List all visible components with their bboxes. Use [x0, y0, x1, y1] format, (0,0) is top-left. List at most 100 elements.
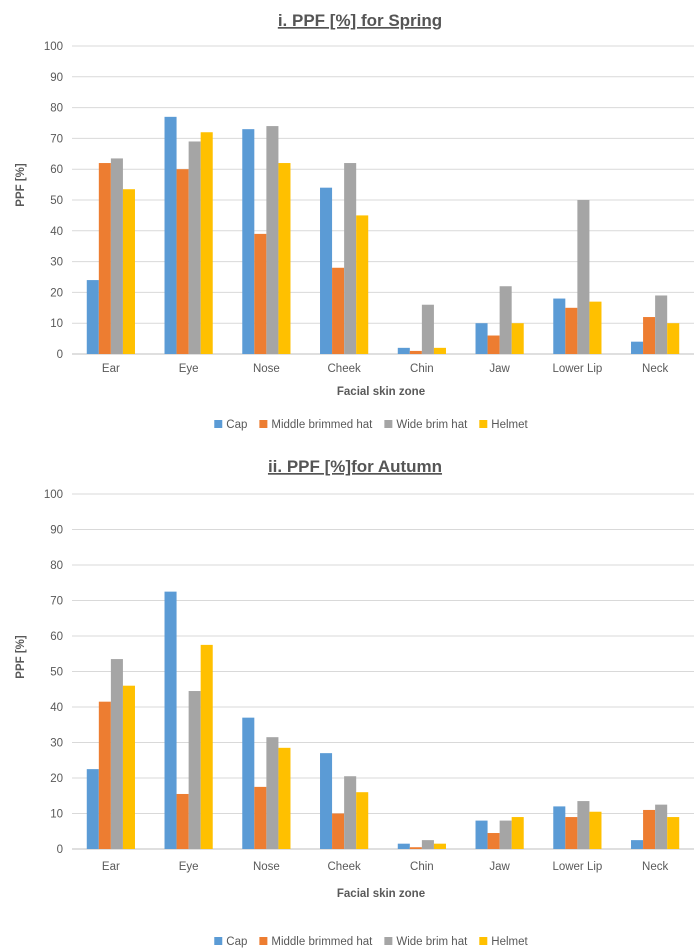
bar-wide-brim-hat-chin [421, 304, 434, 354]
x-tick-label: Neck [642, 363, 668, 375]
spring-chart: i. PPF [%] for Spring 0 10 20 30 40 50 60 70 80 90… [15, 11, 694, 431]
bar-middle-brimmed-hat-chin [409, 350, 422, 354]
x-tick-label: Lower Lip [552, 363, 602, 375]
bar-helmet-eye [200, 644, 213, 849]
legend-swatch [479, 937, 488, 945]
legend-swatch [214, 420, 223, 428]
y-tick-label: 80 [50, 560, 63, 572]
x-tick-label: Lower Lip [552, 861, 602, 873]
bar-cap-cheek [320, 753, 333, 849]
bar-wide-brim-hat-cheek [344, 776, 357, 849]
bar-helmet-chin [433, 843, 446, 849]
legend-label: Wide brim hat [396, 936, 468, 948]
bar-middle-brimmed-hat-nose [254, 786, 267, 850]
bar-helmet-cheek [356, 215, 369, 354]
y-tick-label: 90 [50, 72, 63, 84]
y-tick-label: 20 [50, 773, 63, 785]
bar-helmet-lower-lip [589, 811, 602, 849]
bar-cap-chin [397, 347, 410, 354]
bar-helmet-eye [200, 132, 213, 354]
legend-label: Cap [226, 936, 247, 948]
bar-helmet-ear [122, 189, 135, 354]
bar-helmet-lower-lip [589, 301, 602, 354]
bar-middle-brimmed-hat-chin [409, 847, 422, 849]
x-tick-label: Ear [102, 861, 120, 873]
bar-middle-brimmed-hat-nose [254, 233, 267, 354]
bar-cap-ear [86, 769, 99, 850]
chart-title: i. PPF [%] for Spring [278, 11, 442, 30]
y-tick-label: 40 [50, 702, 63, 714]
bar-wide-brim-hat-jaw [499, 286, 512, 354]
y-tick-label: 30 [50, 738, 63, 750]
y-tick-label: 10 [50, 318, 63, 330]
bar-middle-brimmed-hat-jaw [487, 833, 500, 849]
legend-swatch [384, 937, 393, 945]
bar-wide-brim-hat-nose [266, 737, 279, 849]
y-tick-label: 0 [57, 349, 63, 361]
legend-swatch [479, 420, 488, 428]
bar-helmet-neck [667, 323, 680, 354]
y-tick-label: 0 [57, 844, 63, 856]
bar-helmet-ear [122, 685, 135, 849]
legend-label: Middle brimmed hat [271, 419, 373, 431]
bar-wide-brim-hat-ear [110, 158, 123, 354]
bar-wide-brim-hat-nose [266, 126, 279, 354]
bar-middle-brimmed-hat-eye [176, 169, 189, 354]
legend-swatch [259, 937, 268, 945]
bar-cap-eye [164, 116, 177, 354]
bar-helmet-nose [278, 163, 291, 354]
y-tick-label: 70 [50, 133, 63, 145]
x-tick-label: Nose [253, 861, 280, 873]
bar-helmet-neck [667, 817, 680, 849]
x-tick-label: Eye [179, 363, 199, 375]
y-tick-label: 40 [50, 226, 63, 238]
y-tick-label: 50 [50, 667, 63, 679]
bar-wide-brim-hat-chin [421, 840, 434, 850]
y-tick-label: 20 [50, 287, 63, 299]
legend-label: Helmet [491, 936, 528, 948]
legend: Cap Middle brimmed hat Wide brim hat Helmet [214, 419, 529, 431]
x-tick-label: Ear [102, 363, 120, 375]
bar-wide-brim-hat-neck [655, 804, 668, 850]
bar-cap-jaw [475, 820, 488, 849]
y-tick-label: 60 [50, 164, 63, 176]
x-axis-title: Facial skin zone [337, 386, 425, 398]
bar-helmet-cheek [356, 792, 369, 849]
bar-cap-cheek [320, 187, 333, 354]
y-tick-label: 60 [50, 631, 63, 643]
y-tick-label: 30 [50, 257, 63, 269]
bar-wide-brim-hat-ear [110, 659, 123, 849]
x-tick-label: Chin [410, 861, 434, 873]
x-tick-label: Neck [642, 861, 668, 873]
legend: Cap Middle brimmed hat Wide brim hat Helmet [214, 936, 529, 948]
x-tick-label: Chin [410, 363, 434, 375]
x-tick-label: Cheek [328, 363, 361, 375]
bar-helmet-chin [433, 347, 446, 354]
chart-title: ii. PPF [%]for Autumn [268, 457, 442, 476]
bar-cap-nose [242, 717, 255, 849]
bar-wide-brim-hat-lower-lip [577, 801, 590, 849]
y-axis-title: PPF [%] [15, 163, 27, 207]
legend-label: Cap [226, 419, 247, 431]
x-tick-label: Nose [253, 363, 280, 375]
bar-wide-brim-hat-cheek [344, 163, 357, 354]
legend-swatch [214, 937, 223, 945]
x-tick-label: Eye [179, 861, 199, 873]
bar-helmet-jaw [511, 323, 524, 354]
y-tick-label: 80 [50, 103, 63, 115]
bar-cap-eye [164, 591, 177, 850]
bar-cap-nose [242, 129, 255, 354]
bar-middle-brimmed-hat-lower-lip [565, 307, 578, 354]
legend-swatch [259, 420, 268, 428]
bar-cap-lower-lip [553, 298, 566, 354]
bar-wide-brim-hat-lower-lip [577, 200, 590, 354]
x-tick-label: Jaw [489, 363, 510, 375]
bar-middle-brimmed-hat-eye [176, 793, 189, 849]
x-tick-label: Cheek [328, 861, 361, 873]
legend-swatch [384, 420, 393, 428]
y-tick-label: 100 [44, 41, 63, 53]
bar-cap-jaw [475, 323, 488, 354]
bar-cap-lower-lip [553, 806, 566, 849]
bar-middle-brimmed-hat-cheek [332, 813, 345, 849]
autumn-chart: ii. PPF [%]for Autumn 0 10 20 30 40 50 60 70 80 90… [15, 457, 694, 948]
